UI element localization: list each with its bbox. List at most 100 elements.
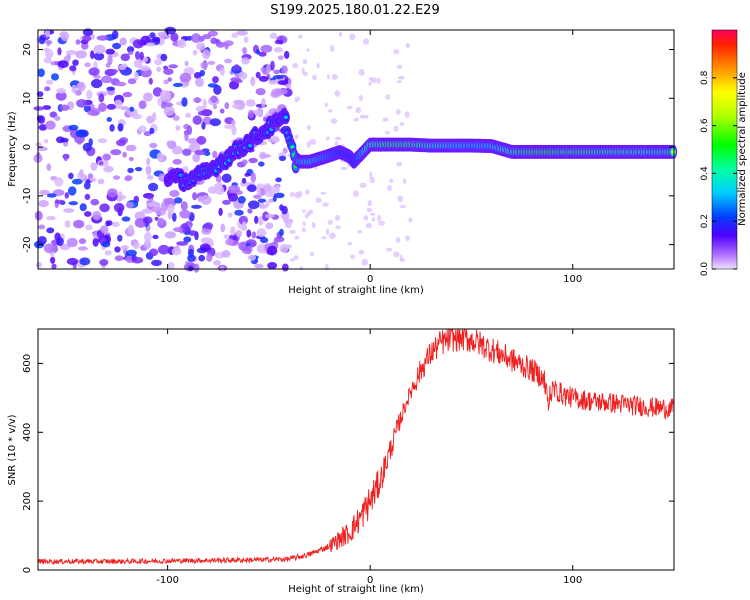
noise-blob (212, 76, 219, 84)
noise-blob (64, 220, 71, 228)
noise-blob (64, 192, 70, 199)
noise-blob (327, 219, 333, 225)
noise-blob (143, 131, 152, 137)
noise-blob (78, 238, 87, 245)
spectrogram-y-tick-label: 20 (22, 43, 33, 56)
noise-blob (76, 99, 88, 108)
noise-blob (399, 204, 406, 209)
noise-blob (320, 191, 327, 195)
noise-blob (256, 49, 260, 55)
noise-blob (273, 192, 285, 199)
snr-series (37, 329, 675, 566)
noise-blob (98, 161, 104, 166)
noise-blob (396, 161, 403, 167)
noise-blob (152, 36, 161, 43)
ridge-core (178, 173, 183, 177)
noise-blob (227, 212, 233, 218)
noise-blob (45, 40, 53, 45)
noise-blob (126, 46, 135, 53)
noise-blob (399, 121, 405, 126)
noise-blob (59, 244, 71, 251)
noise-blob (68, 124, 79, 131)
noise-blob (133, 59, 143, 68)
noise-blob (258, 161, 265, 167)
noise-blob (268, 79, 279, 85)
noise-blob (38, 224, 45, 230)
noise-blob (279, 204, 284, 211)
noise-blob (124, 175, 133, 181)
noise-blob (246, 184, 257, 192)
noise-blob (111, 30, 119, 40)
noise-blob (255, 88, 266, 96)
noise-blob (147, 202, 156, 208)
noise-blob (358, 69, 365, 76)
noise-blob (331, 74, 338, 80)
noise-blob (114, 81, 127, 87)
noise-blob (81, 42, 89, 50)
noise-blob (324, 263, 329, 271)
noise-blob (312, 74, 317, 81)
noise-blob (184, 60, 189, 67)
noise-blob (334, 141, 339, 146)
spectrogram-noise-blobs (33, 26, 413, 273)
noise-blob (307, 124, 311, 131)
noise-blob (187, 254, 196, 262)
noise-blob (74, 89, 82, 96)
noise-blob (303, 71, 309, 76)
noise-blob (127, 224, 134, 235)
noise-blob (292, 62, 299, 69)
noise-blob (154, 216, 159, 221)
noise-blob (399, 254, 403, 261)
noise-blob (247, 254, 256, 261)
noise-blob (254, 263, 264, 269)
noise-blob (112, 42, 122, 50)
noise-blob (107, 188, 118, 198)
noise-blob (302, 221, 307, 227)
noise-blob (122, 151, 127, 158)
noise-blob (142, 216, 153, 224)
noise-blob (305, 189, 310, 195)
noise-blob (193, 263, 200, 273)
noise-blob (192, 192, 198, 201)
noise-blob (166, 140, 172, 147)
noise-blob (241, 177, 247, 184)
noise-blob (149, 127, 155, 135)
noise-blob (145, 42, 156, 47)
noise-blob (105, 48, 115, 55)
noise-blob (109, 124, 115, 132)
noise-blob (231, 32, 238, 38)
noise-blob (167, 261, 175, 270)
noise-blob (103, 165, 114, 173)
noise-blob (396, 236, 401, 244)
noise-blob (154, 59, 163, 66)
noise-blob (85, 224, 93, 231)
noise-blob (275, 177, 282, 183)
noise-blob (102, 153, 111, 161)
noise-blob (358, 249, 365, 255)
noise-blob (151, 259, 162, 267)
noise-blob (200, 61, 209, 69)
noise-blob (321, 236, 327, 240)
noise-blob (396, 80, 402, 84)
noise-blob (273, 237, 279, 245)
noise-blob (46, 216, 56, 221)
noise-blob (116, 196, 123, 202)
noise-blob (55, 91, 67, 101)
noise-blob (71, 84, 77, 94)
noise-blob (99, 203, 110, 213)
noise-blob (50, 256, 56, 264)
noise-blob (326, 74, 330, 80)
noise-blob (365, 222, 372, 229)
snr-y-tick-label: 400 (22, 423, 33, 442)
noise-blob (132, 113, 142, 120)
noise-blob (79, 203, 87, 212)
noise-blob (90, 198, 100, 206)
noise-blob (75, 129, 88, 138)
noise-blob (195, 77, 204, 87)
noise-blob (179, 209, 191, 219)
noise-blob (268, 198, 274, 203)
snr-ticks: -100 0 100 0 200 400 600 (22, 329, 674, 586)
snr-x-tick-label: 0 (367, 575, 373, 586)
noise-blob (269, 32, 278, 39)
noise-blob (144, 232, 152, 242)
